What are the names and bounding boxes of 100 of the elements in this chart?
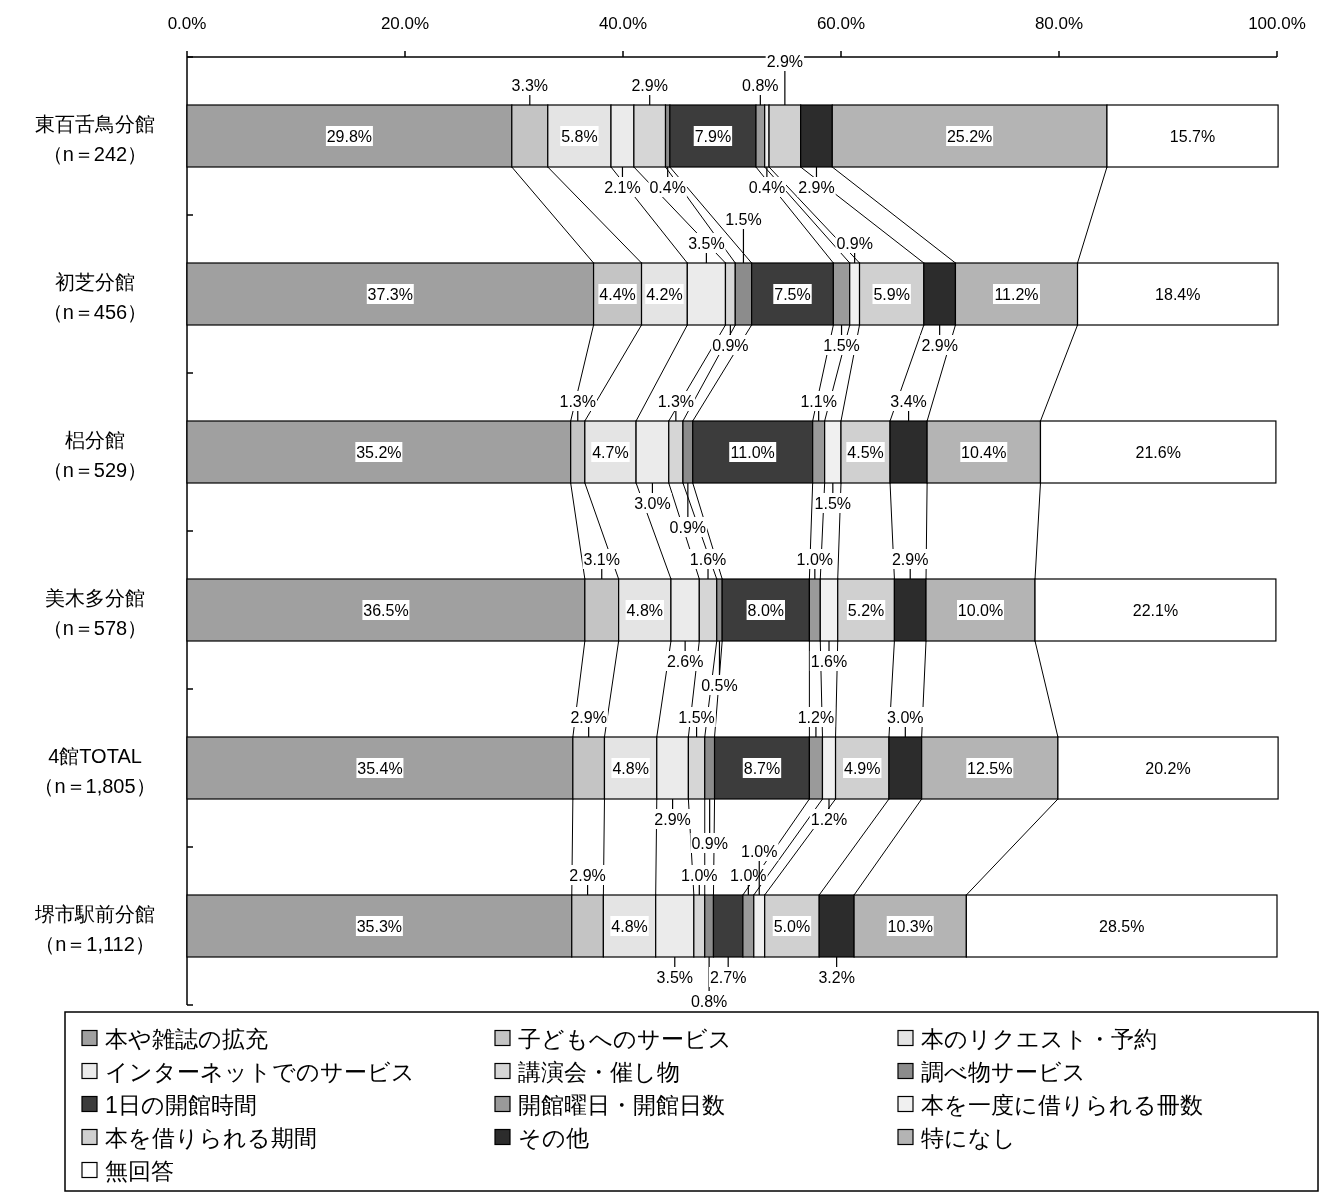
data-label: 0.9%: [669, 519, 707, 536]
data-label: 4.9%: [844, 760, 881, 777]
data-label: 2.1%: [604, 179, 641, 196]
data-label: 2.9%: [798, 179, 835, 196]
data-label: 12.5%: [967, 760, 1013, 777]
data-label: 0.9%: [836, 235, 873, 252]
data-label: 11.2%: [994, 286, 1039, 303]
data-label: 3.4%: [890, 393, 927, 410]
data-label: 4.4%: [599, 286, 636, 303]
data-label: 1.0%: [741, 843, 778, 860]
data-label: 2.6%: [666, 653, 704, 670]
y-tick-label: 梠分館（n＝529）: [42, 429, 148, 481]
data-label: 35.2%: [356, 444, 402, 461]
data-label: 10.0%: [957, 602, 1004, 619]
data-label: 10.3%: [887, 918, 933, 935]
data-label: 29.8%: [326, 128, 373, 145]
data-label: 1.2%: [810, 811, 848, 828]
data-label: 4.8%: [626, 602, 664, 619]
data-label: 3.5%: [656, 969, 694, 986]
data-label: 35.4%: [357, 760, 403, 777]
legend-label: その他: [518, 1124, 589, 1151]
data-label: 5.2%: [847, 602, 885, 619]
data-label: 7.9%: [694, 128, 732, 145]
data-label: 3.3%: [511, 77, 549, 94]
data-label: 35.3%: [356, 918, 403, 935]
legend-label: 1日の開館時間: [105, 1091, 257, 1118]
legend-label: 本や雑誌の拡充: [105, 1025, 268, 1052]
data-label: 0.8%: [690, 993, 728, 1010]
data-label: 21.6%: [1135, 444, 1181, 461]
data-label: 11.0%: [730, 444, 775, 461]
data-label: 0.4%: [649, 179, 686, 196]
data-label: 2.9%: [921, 337, 958, 354]
y-tick-label: 美木多分館（n＝578）: [42, 587, 148, 639]
x-tick-label: 20.0%: [380, 14, 430, 33]
x-tick-label: 60.0%: [816, 14, 866, 33]
data-label: 0.9%: [691, 835, 728, 852]
y-tick-label: 初芝分館（n＝456）: [42, 271, 148, 323]
data-label: 0.5%: [701, 677, 738, 694]
data-label: 1.5%: [823, 337, 860, 354]
legend-label: 本を借りられる期間: [105, 1124, 317, 1151]
data-label: 1.3%: [657, 393, 695, 410]
legend-label: 特になし: [921, 1124, 1016, 1151]
data-label: 25.2%: [946, 128, 993, 145]
x-tick-label: 40.0%: [598, 14, 648, 33]
legend-label: 無回答: [105, 1157, 174, 1184]
data-label: 2.9%: [569, 867, 606, 884]
data-label: 1.0%: [796, 551, 834, 568]
data-label: 1.6%: [689, 551, 727, 568]
data-label: 2.7%: [709, 969, 747, 986]
data-label: 1.3%: [559, 393, 596, 410]
legend-label: 調べ物サービス: [921, 1058, 1086, 1085]
data-label: 1.6%: [810, 653, 848, 670]
x-tick-label: 0.0%: [167, 14, 207, 33]
data-label: 2.9%: [654, 811, 691, 828]
x-tick-label: 100.0%: [1248, 14, 1306, 33]
x-tick-label: 80.0%: [1034, 14, 1084, 33]
data-label: 3.2%: [818, 969, 855, 986]
legend-label: 子どもへのサービス: [518, 1025, 732, 1052]
data-label: 0.9%: [712, 337, 749, 354]
data-label: 3.0%: [634, 495, 671, 512]
data-label: 1.2%: [797, 709, 835, 726]
data-label: 1.5%: [725, 211, 762, 228]
data-label: 1.0%: [681, 867, 718, 884]
data-label: 3.5%: [688, 235, 725, 252]
data-label: 2.9%: [766, 53, 804, 70]
data-label: 0.8%: [742, 77, 779, 94]
y-tick-label: 堺市駅前分館（n＝1,112）: [34, 903, 155, 955]
data-label: 18.4%: [1155, 286, 1201, 303]
data-label: 8.0%: [747, 602, 785, 619]
data-label: 3.1%: [583, 551, 620, 568]
data-label: 4.8%: [612, 760, 649, 777]
data-label: 5.9%: [873, 286, 910, 303]
data-label: 1.1%: [800, 393, 837, 410]
data-label: 15.7%: [1169, 128, 1216, 145]
data-label: 4.7%: [592, 444, 629, 461]
data-label: 10.4%: [961, 444, 1007, 461]
y-tick-label: 4館TOTAL（n＝1,805）: [34, 745, 156, 797]
legend-label: 開館曜日・開館日数: [518, 1091, 725, 1118]
data-label: 4.8%: [611, 918, 648, 935]
data-label: 20.2%: [1145, 760, 1191, 777]
data-label: 1.5%: [678, 709, 715, 726]
data-label: 0.4%: [748, 179, 786, 196]
legend-label: 本のリクエスト・予約: [921, 1025, 1157, 1052]
data-label: 5.8%: [561, 128, 598, 145]
data-label: 2.9%: [570, 709, 607, 726]
data-label: 4.2%: [646, 286, 683, 303]
data-label: 2.9%: [631, 77, 668, 94]
data-label: 22.1%: [1132, 602, 1179, 619]
data-label: 7.5%: [774, 286, 811, 303]
data-label: 3.0%: [887, 709, 924, 726]
data-label: 28.5%: [1098, 918, 1145, 935]
data-label: 4.5%: [847, 444, 884, 461]
legend-label: インターネットでのサービス: [105, 1058, 415, 1085]
legend-label: 講演会・催し物: [518, 1058, 680, 1085]
data-label: 36.5%: [363, 602, 409, 619]
data-label: 2.9%: [891, 551, 929, 568]
data-label: 5.0%: [773, 918, 811, 935]
legend-label: 本を一度に借りられる冊数: [921, 1091, 1203, 1118]
data-label: 37.3%: [367, 286, 413, 303]
y-tick-label: 東百舌鳥分館（n＝242）: [35, 113, 155, 165]
